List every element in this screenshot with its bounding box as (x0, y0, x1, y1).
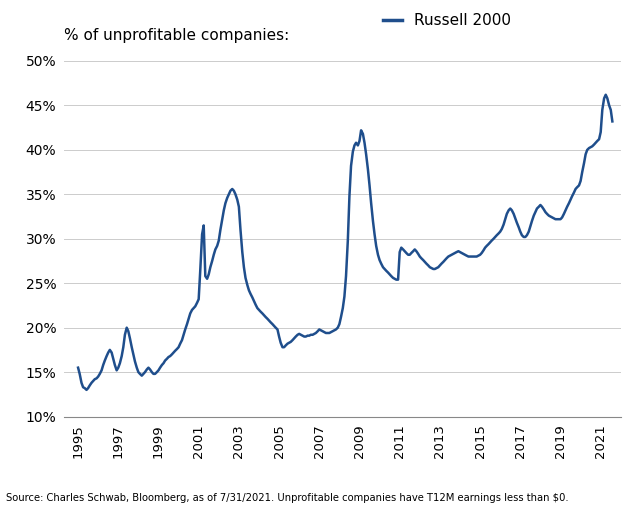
Text: Source: Charles Schwab, Bloomberg, as of 7/31/2021. Unprofitable companies have : Source: Charles Schwab, Bloomberg, as of… (6, 493, 569, 503)
Text: % of unprofitable companies:: % of unprofitable companies: (64, 28, 289, 43)
Legend: Russell 2000: Russell 2000 (383, 14, 511, 28)
